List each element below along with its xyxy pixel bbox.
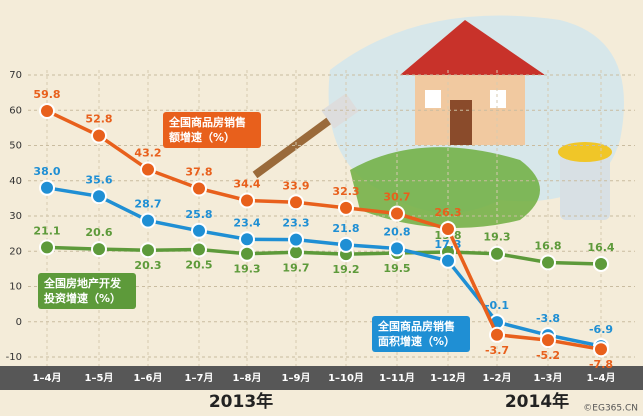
point — [140, 212, 156, 229]
y-tick-label: 10 — [9, 282, 22, 293]
value-label: -6.9 — [589, 323, 613, 336]
decoration — [252, 15, 624, 228]
value-label: 33.9 — [282, 179, 309, 192]
point — [389, 240, 405, 257]
y-tick-label: 30 — [9, 211, 22, 222]
point — [440, 221, 456, 238]
legend-entry: 全国商品房销售额增速（%） — [163, 112, 261, 148]
y-tick-label: 50 — [9, 141, 22, 152]
point — [338, 199, 354, 216]
value-label: 26.3 — [434, 206, 461, 219]
value-label: 38.0 — [33, 165, 60, 178]
year-label: 2013年 — [209, 391, 273, 412]
point — [191, 222, 207, 239]
x-tick-label: 1–7月 — [185, 372, 214, 384]
value-label: 21.8 — [332, 222, 359, 235]
point — [593, 341, 609, 358]
point — [91, 241, 107, 258]
value-label: -3.7 — [485, 344, 509, 357]
value-label: 25.8 — [185, 208, 212, 221]
series: 59.8 52.8 43.2 37.8 34.4 33.9 32.3 30.7 26.3 -3.7… — [33, 88, 613, 371]
value-label: 20.8 — [383, 225, 410, 238]
x-axis-band — [0, 366, 643, 390]
x-tick-label: 1–8月 — [233, 372, 262, 384]
y-tick-label: 70 — [9, 70, 22, 81]
value-label: 30.7 — [383, 191, 410, 204]
x-tick-label: 1–4月 — [33, 372, 62, 384]
y-tick-label: 0 — [16, 317, 22, 328]
point — [39, 102, 55, 119]
value-label: 37.8 — [185, 166, 212, 179]
y-tick-label: 40 — [9, 176, 22, 187]
value-label: 35.6 — [85, 173, 112, 186]
x-tick-label: 1–3月 — [534, 372, 563, 384]
point — [140, 161, 156, 178]
point — [489, 245, 505, 262]
point — [91, 188, 107, 205]
point — [288, 194, 304, 211]
x-tick-label: 1–6月 — [134, 372, 163, 384]
point — [593, 255, 609, 272]
point — [140, 242, 156, 259]
point — [239, 245, 255, 262]
point — [91, 127, 107, 144]
point — [239, 231, 255, 248]
x-tick-label: 1–12月 — [430, 372, 466, 384]
x-tick-label: 1–10月 — [328, 372, 364, 384]
point — [39, 179, 55, 196]
value-label: 32.3 — [332, 185, 359, 198]
value-label: 16.4 — [587, 241, 614, 254]
value-label: 52.8 — [85, 113, 112, 126]
value-label: 43.2 — [134, 146, 161, 159]
line — [46, 245, 602, 266]
value-label: 20.3 — [134, 259, 161, 272]
point — [39, 239, 55, 256]
line — [46, 186, 602, 348]
y-tick-label: 60 — [9, 105, 22, 116]
value-label: -5.2 — [536, 349, 560, 362]
value-label: 16.8 — [534, 240, 561, 253]
point — [338, 236, 354, 253]
value-label: 21.1 — [33, 224, 60, 237]
point — [191, 180, 207, 197]
value-label: 34.4 — [233, 177, 260, 190]
value-label: -3.8 — [536, 312, 560, 325]
value-label: -7.8 — [589, 358, 613, 371]
x-tick-label: 1–9月 — [282, 372, 311, 384]
x-tick-label: 1–5月 — [85, 372, 114, 384]
value-label: -0.1 — [485, 299, 509, 312]
point — [540, 254, 556, 271]
point — [489, 326, 505, 343]
value-label: 19.2 — [332, 263, 359, 276]
line — [46, 109, 602, 351]
point — [440, 252, 456, 269]
point — [540, 332, 556, 349]
value-label: 19.3 — [233, 263, 260, 276]
legend-entry: 全国商品房销售面积增速（%） — [372, 316, 470, 352]
y-tick-label: 20 — [9, 246, 22, 257]
value-label: 19.5 — [383, 262, 410, 275]
value-label: 20.5 — [185, 258, 212, 271]
value-label: 19.7 — [282, 261, 309, 274]
point — [191, 241, 207, 258]
legend-entry: 全国房地产开发投资增速（%） — [38, 273, 136, 309]
series: 21.120.620.320.519.319.719.219.519.819.3… — [33, 224, 614, 276]
y-tick-label: -10 — [6, 352, 22, 363]
year-label: 2014年 — [505, 391, 569, 412]
point — [389, 205, 405, 222]
watermark: ©EG365.CN — [583, 404, 638, 414]
x-tick-label: 1–2月 — [483, 372, 512, 384]
point — [288, 231, 304, 248]
x-tick-label: 1–11月 — [379, 372, 415, 384]
value-label: 28.7 — [134, 198, 161, 211]
point — [239, 192, 255, 209]
value-label: 23.3 — [282, 217, 309, 230]
value-label: 59.8 — [33, 88, 60, 101]
x-tick-label: 1–4月 — [587, 372, 616, 384]
value-label: 19.3 — [483, 231, 510, 244]
value-label: 23.4 — [233, 216, 260, 229]
value-label: 20.6 — [85, 226, 112, 239]
